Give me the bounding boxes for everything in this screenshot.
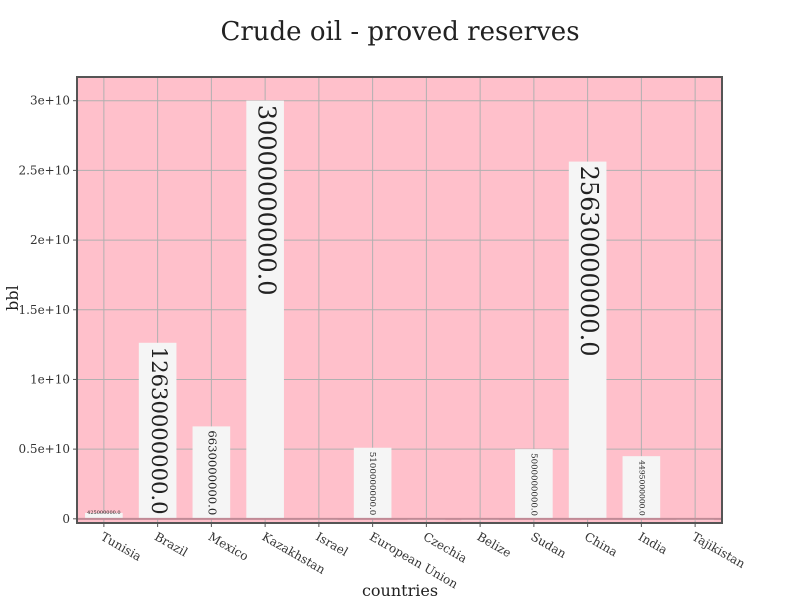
x-tick-label: India (636, 529, 670, 557)
bar-data-label: 4495000000.0 (637, 460, 646, 516)
y-tick-label: 2e+10 (30, 233, 70, 247)
bar (353, 447, 392, 519)
x-tick-label: Sudan (528, 529, 569, 561)
y-axis-label: bbl (3, 285, 22, 311)
bar (622, 456, 661, 519)
y-tick-label: 1e+10 (30, 372, 70, 386)
bar (138, 342, 177, 519)
y-tick-label: 2.5e+10 (18, 163, 70, 177)
bar-data-label: 25630000000.0 (575, 166, 603, 357)
x-tick-label: Brazil (152, 529, 190, 559)
bar (515, 449, 553, 519)
chart-title: Crude oil - proved reserves (220, 17, 579, 47)
bar-data-label: 5000000000.0 (528, 453, 538, 516)
bar-data-label: 30000000000.0 (253, 105, 281, 296)
bar-data-label: 12630000000.0 (147, 347, 172, 515)
bar (246, 100, 284, 519)
bar (85, 512, 123, 519)
plot-frame (76, 76, 723, 524)
x-tick-label: China (582, 529, 620, 559)
y-tick-label: 3e+10 (30, 94, 70, 108)
x-tick-label: Tunisia (98, 529, 143, 563)
x-tick-label: Israel (313, 529, 350, 559)
y-tick-label: 0.5e+10 (18, 442, 70, 456)
x-axis-label: countries (362, 581, 438, 600)
bar (192, 426, 231, 519)
bar-data-label: 6630000000.0 (205, 430, 219, 515)
y-tick-label: 0 (62, 512, 70, 526)
bar (568, 161, 607, 519)
x-tick-label: Mexico (206, 529, 251, 563)
x-tick-label: Tajikistan (690, 529, 748, 571)
y-tick-label: 1.5e+10 (18, 303, 70, 317)
x-tick-label: Belize (475, 529, 514, 560)
bar-data-label: 425000000.0 (87, 510, 120, 516)
bar-data-label: 5100000000.0 (367, 452, 377, 516)
